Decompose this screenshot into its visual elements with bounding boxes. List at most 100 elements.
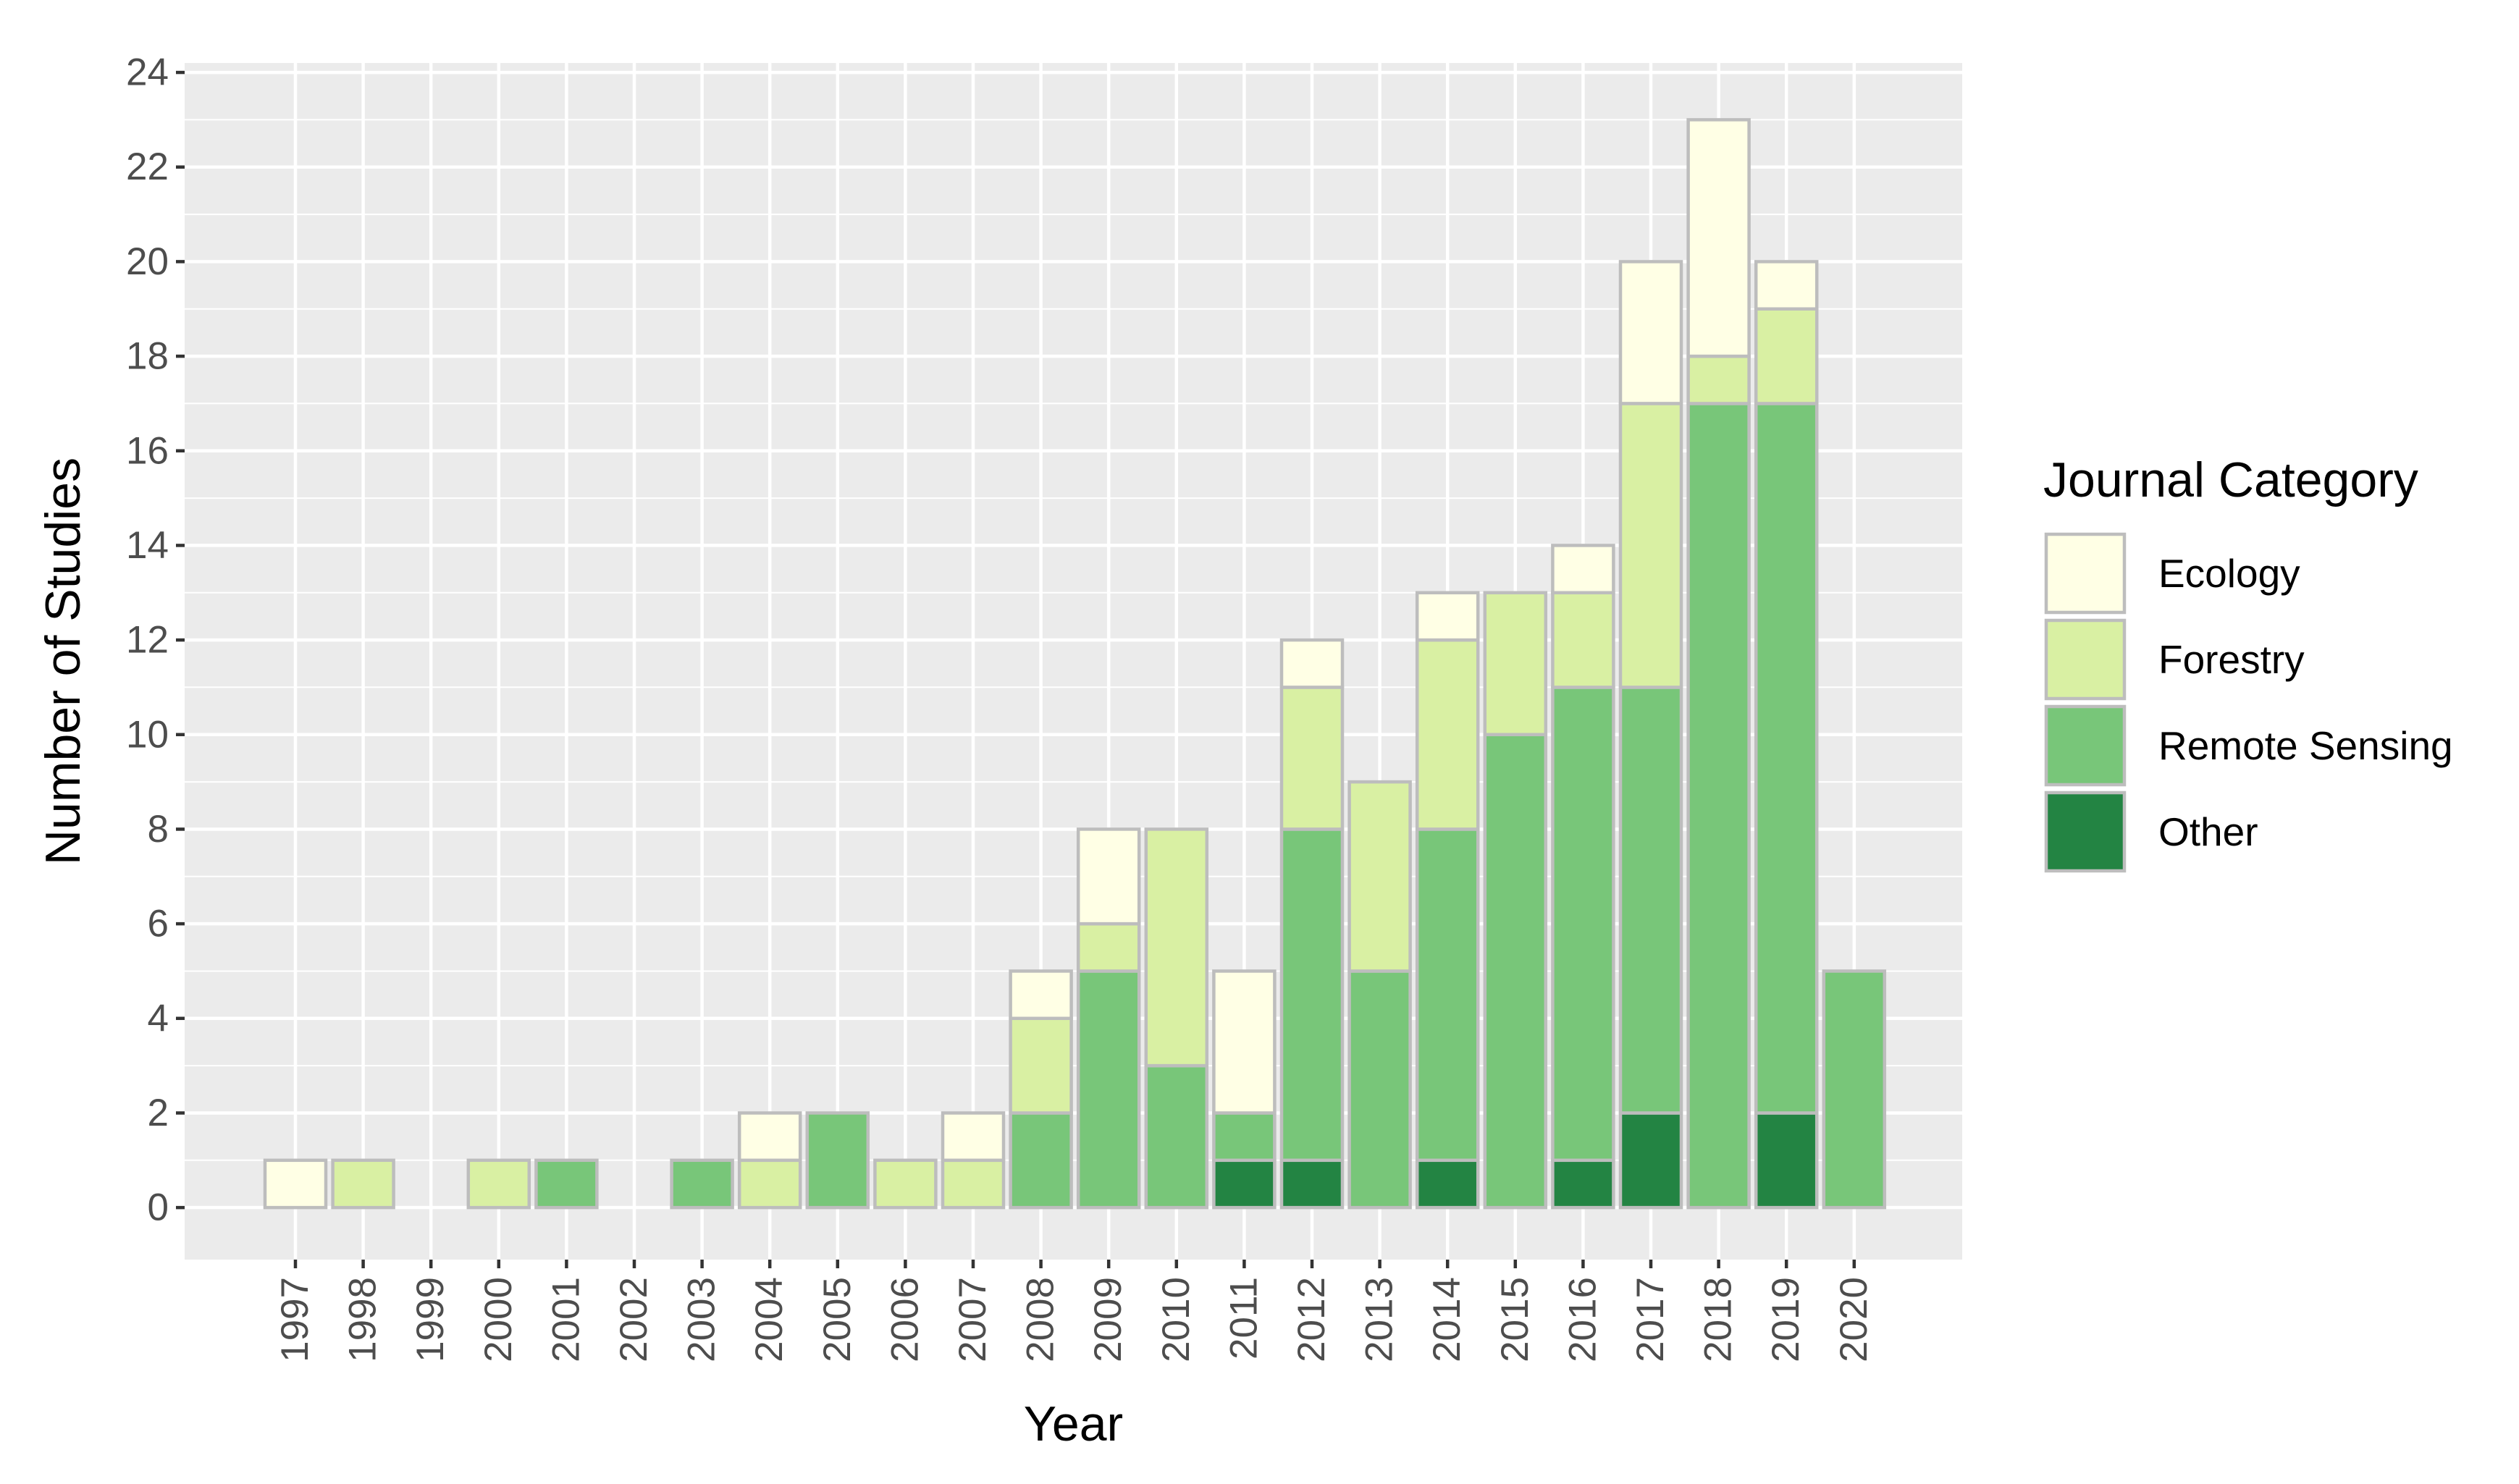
x-tick-label: 2003: [681, 1277, 723, 1362]
x-tick-label: 2010: [1155, 1277, 1198, 1362]
bar-segment-remote-sensing-2012: [1279, 827, 1345, 1163]
x-tick-label: 1998: [342, 1277, 384, 1362]
bar-segment-other-2019: [1754, 1111, 1819, 1210]
legend-key-ecology: [2044, 532, 2127, 615]
legend-label-other: Other: [2158, 809, 2258, 854]
bar-segment-remote-sensing-2019: [1754, 402, 1819, 1115]
legend-label-forestry: Forestry: [2158, 637, 2305, 682]
legend-label-remote-sensing: Remote Sensing: [2158, 723, 2453, 768]
bar-segment-forestry-2015: [1483, 591, 1548, 737]
x-tick-label: 2019: [1765, 1277, 1807, 1362]
bar-segment-other-2011: [1212, 1158, 1277, 1210]
bar-segment-forestry-2019: [1754, 307, 1819, 405]
x-tick-label: 2008: [1019, 1277, 1062, 1362]
bar-segment-forestry-2017: [1618, 402, 1683, 689]
x-tick-label: 2020: [1833, 1277, 1875, 1362]
bar-segment-remote-sensing-2003: [670, 1158, 734, 1210]
y-tick-label: 16: [126, 429, 169, 472]
bar-segment-remote-sensing-2009: [1076, 969, 1141, 1210]
y-tick-label: 6: [148, 903, 169, 945]
legend-key-forestry: [2044, 618, 2127, 701]
y-tick-label: 4: [148, 997, 169, 1040]
x-tick-label: 2016: [1561, 1277, 1604, 1362]
bar-segment-remote-sensing-2001: [534, 1158, 599, 1210]
x-tick-label: 2004: [748, 1277, 791, 1362]
bar-segment-ecology-2017: [1618, 260, 1683, 405]
x-tick-label: 2013: [1358, 1277, 1401, 1362]
x-axis: 1997 1998 1999 2000 2001 2002 2003 2004 2005 2006…: [274, 1260, 1875, 1362]
bar-segment-forestry-2013: [1347, 780, 1412, 973]
bar-segment-forestry-2007: [941, 1158, 1006, 1210]
bar-segment-forestry-2006: [873, 1158, 938, 1210]
x-tick-label: 2012: [1290, 1277, 1333, 1362]
bar-segment-ecology-2011: [1212, 969, 1277, 1115]
bar-segment-forestry-2018: [1686, 354, 1751, 405]
bar-segment-ecology-2004: [737, 1111, 802, 1163]
legend-key-remote-sensing: [2044, 704, 2127, 787]
x-tick-label: 2001: [544, 1277, 587, 1362]
y-tick-label: 2: [148, 1092, 169, 1134]
y-tick-label: 12: [126, 619, 169, 662]
x-tick-label: 1999: [409, 1277, 452, 1362]
bar-segment-forestry-2014: [1415, 638, 1480, 831]
y-tick-label: 0: [148, 1186, 169, 1229]
bar-segment-ecology-2009: [1076, 827, 1141, 926]
bar-segment-ecology-2007: [941, 1111, 1006, 1163]
bar-segment-ecology-2014: [1415, 591, 1480, 642]
bar-segment-ecology-2012: [1279, 638, 1345, 689]
y-tick-label: 24: [126, 51, 169, 94]
bar-segment-remote-sensing-2014: [1415, 827, 1480, 1163]
x-tick-label: 2007: [951, 1277, 994, 1362]
bar-segment-remote-sensing-2015: [1483, 733, 1548, 1210]
y-tick-label: 10: [126, 713, 169, 756]
bar-segment-remote-sensing-2013: [1347, 969, 1412, 1210]
x-tick-label: 2015: [1494, 1277, 1536, 1362]
bar-segment-ecology-2016: [1551, 544, 1615, 595]
bar-segment-ecology-2018: [1686, 118, 1751, 358]
y-tick-label: 18: [126, 335, 169, 378]
y-tick-label: 14: [126, 524, 169, 567]
bar-segment-forestry-2004: [737, 1158, 802, 1210]
bar-segment-remote-sensing-2017: [1618, 686, 1683, 1115]
bar-segment-remote-sensing-2005: [805, 1111, 870, 1210]
bar-segment-forestry-2009: [1076, 922, 1141, 973]
bar-segment-ecology-1997: [263, 1158, 328, 1210]
legend: Journal Category Ecology Forestry Remote S…: [2043, 452, 2453, 873]
bar-segment-ecology-2019: [1754, 260, 1819, 311]
x-tick-label: 2018: [1697, 1277, 1740, 1362]
bar-segment-ecology-2008: [1009, 969, 1073, 1021]
bar-segment-forestry-2016: [1551, 591, 1615, 689]
x-tick-label: 2005: [816, 1277, 859, 1362]
bar-segment-forestry-2012: [1279, 686, 1345, 831]
bar-segment-remote-sensing-2008: [1009, 1111, 1073, 1210]
legend-title: Journal Category: [2043, 452, 2418, 507]
y-axis-title: Number of Studies: [35, 458, 91, 865]
y-tick-label: 22: [126, 146, 169, 188]
bar-segment-forestry-2010: [1144, 827, 1209, 1068]
bars: [263, 118, 1887, 1210]
bar-segment-remote-sensing-2020: [1822, 969, 1887, 1210]
bar-segment-other-2014: [1415, 1158, 1480, 1210]
bar-segment-remote-sensing-2011: [1212, 1111, 1277, 1163]
bar-segment-other-2012: [1279, 1158, 1345, 1210]
x-tick-label: 2006: [883, 1277, 926, 1362]
bar-segment-other-2017: [1618, 1111, 1683, 1210]
y-tick-label: 20: [126, 240, 169, 283]
bar-segment-forestry-2000: [466, 1158, 531, 1210]
bar-segment-forestry-1998: [331, 1158, 395, 1210]
bar-segment-forestry-2008: [1009, 1016, 1073, 1115]
legend-label-ecology: Ecology: [2158, 551, 2300, 596]
legend-key-other: [2044, 791, 2127, 873]
x-tick-label: 2011: [1222, 1277, 1265, 1359]
x-tick-label: 2014: [1426, 1277, 1468, 1362]
x-axis-title: Year: [1024, 1396, 1123, 1451]
bar-segment-remote-sensing-2010: [1144, 1063, 1209, 1210]
x-tick-label: 2009: [1087, 1277, 1130, 1362]
bar-segment-remote-sensing-2016: [1551, 686, 1615, 1163]
bar-segment-remote-sensing-2018: [1686, 402, 1751, 1210]
bar-segment-other-2016: [1551, 1158, 1615, 1210]
x-tick-label: 2002: [613, 1277, 655, 1362]
